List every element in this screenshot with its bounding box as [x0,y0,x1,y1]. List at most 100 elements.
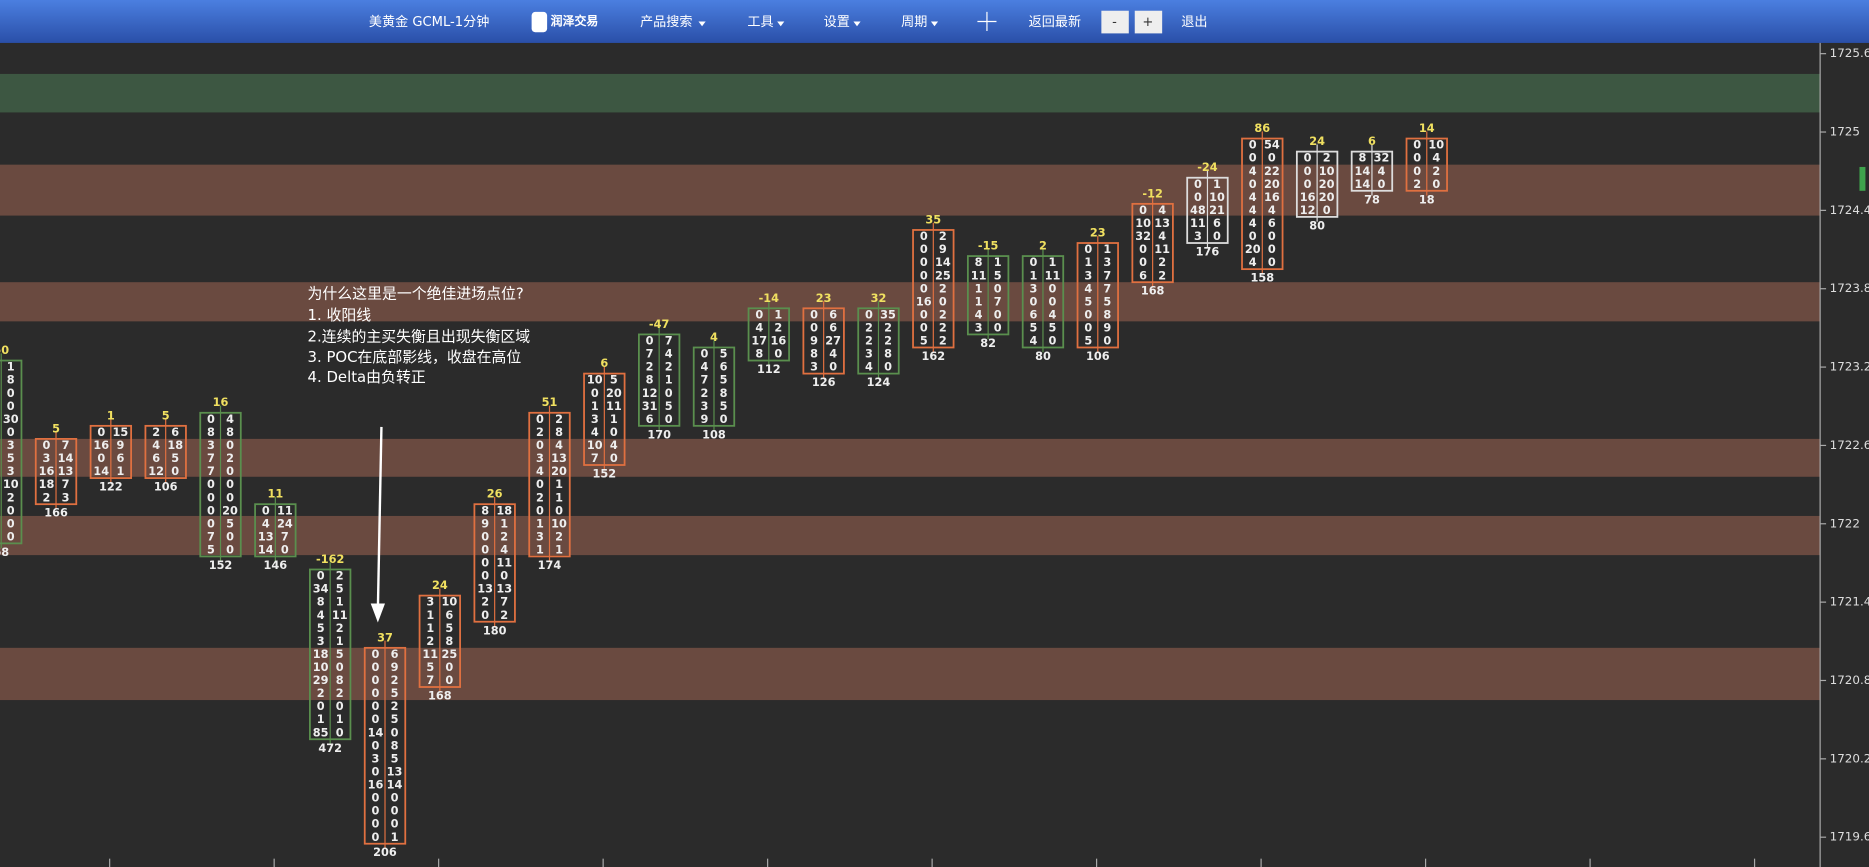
cell-volume: 8 [445,634,453,648]
cell-volume: 6 [1029,307,1037,321]
cell-volume: 2 [7,490,15,504]
cell-volume: 0 [884,360,892,374]
cell-volume: 0 [1139,242,1147,256]
cell-volume: 0 [372,673,380,687]
y-tick-label: 1720.8 [1830,673,1869,687]
menu-item[interactable]: 工具 [747,15,785,30]
cell-volume: 10 [441,595,457,609]
delta: -24 [1197,160,1218,174]
cell-volume: 0 [1049,334,1057,348]
cell-volume: 13 [1154,216,1170,230]
menu-text[interactable]: 产品搜索 [640,14,692,30]
cell-volume: 16 [368,778,384,792]
logo-icon [531,11,548,33]
cell-volume: 0 [755,307,763,321]
candle-body [254,503,297,558]
cell-volume: 1 [317,712,325,726]
cell-volume: 0 [7,386,15,400]
cell-volume: 0 [207,490,215,504]
menu-item[interactable]: 设置 [824,14,861,30]
cell-volume: 31 [642,399,658,413]
menu-item[interactable]: 周期 [901,14,939,30]
y-tick-label: 1723.2 [1830,360,1869,374]
cell-volume: 4 [1249,203,1257,217]
delta: 35 [925,212,941,226]
cell-volume: 1 [1049,255,1057,269]
menu-text[interactable]: 设置 [824,14,850,30]
cell-volume: 0 [536,477,544,491]
cell-volume: 0 [536,503,544,517]
cell-volume: 9 [810,334,818,348]
cell-volume: 27 [825,334,841,348]
y-tick-label: 1720.2 [1830,751,1869,765]
cell-volume: 0 [336,699,344,713]
volume: 180 [483,623,507,637]
cell-volume: 0 [391,817,399,831]
cell-volume: 10 [1135,216,1151,230]
cell-volume: 8 [481,503,489,517]
cell-volume: 85 [313,725,329,739]
cell-volume: 7 [207,529,215,543]
cell-volume: 0 [1413,138,1421,152]
cell-volume: 0 [1249,177,1257,191]
delta: 23 [1090,225,1106,239]
cell-volume: 0 [372,647,380,661]
cell-volume: 1 [1084,255,1092,269]
cell-volume: 10 [1428,138,1444,152]
cell-volume: 6 [445,608,453,622]
cell-volume: 18 [313,647,329,661]
arrow-head [370,603,386,623]
cell-volume: 1 [1029,268,1037,282]
candle-body [1131,202,1174,284]
cell-volume: 0 [7,399,15,413]
cell-volume: 8 [1358,151,1366,165]
cell-volume: 7 [207,464,215,478]
volume: 206 [373,845,397,859]
cell-volume: 5 [445,621,453,635]
zoom-in-button[interactable] [1134,10,1163,34]
zoom-out-button[interactable] [1101,10,1129,34]
cell-volume: 7 [426,673,434,687]
cell-volume: 5 [391,686,399,700]
cell-volume: 4 [262,516,270,530]
crosshair-button[interactable] [977,11,997,32]
cell-volume: 1 [336,712,344,726]
cell-volume: 16 [39,464,55,478]
cell-volume: 1 [975,281,983,295]
cell-volume: 0 [372,686,380,700]
menu-text[interactable]: 周期 [901,14,927,30]
y-tick-label: 1724.4 [1830,203,1869,217]
cell-volume: 4 [536,464,544,478]
volume: 106 [154,480,178,494]
cell-volume: 0 [207,412,215,426]
latest-button[interactable]: 返回最新 [1029,14,1081,30]
cell-volume: 3 [426,595,434,609]
volume: 166 [44,506,68,520]
cell-volume: 16 [916,294,932,308]
delta: 5 [162,408,170,422]
cell-volume: 17 [751,334,767,348]
exit-button[interactable]: 退出 [1181,14,1207,30]
cell-volume: 29 [313,673,329,687]
menu-text[interactable]: 工具 [747,15,773,30]
cell-volume: 0 [920,320,928,334]
cell-volume: 3 [7,438,15,452]
cell-volume: 0 [481,569,489,583]
cell-volume: 0 [481,556,489,570]
cell-volume: 0 [1194,190,1202,204]
cell-volume: 0 [372,660,380,674]
cell-volume: 4 [1378,164,1386,178]
cell-volume: 16 [1264,190,1280,204]
cell-volume: 0 [97,451,105,465]
cell-volume: 12 [642,386,658,400]
cell-volume: 11 [1190,216,1206,230]
cell-volume: 0 [610,425,618,439]
annotation-line: 为什么这里是一个绝佳进场点位? [308,285,524,303]
cell-volume: 0 [336,725,344,739]
volume: 68 [0,545,9,559]
cell-volume: 5 [391,712,399,726]
cell-volume: 0 [829,360,837,374]
cell-volume: 18 [39,477,55,491]
volume: 106 [1086,349,1110,363]
menu-item[interactable]: 产品搜索 [640,14,706,30]
